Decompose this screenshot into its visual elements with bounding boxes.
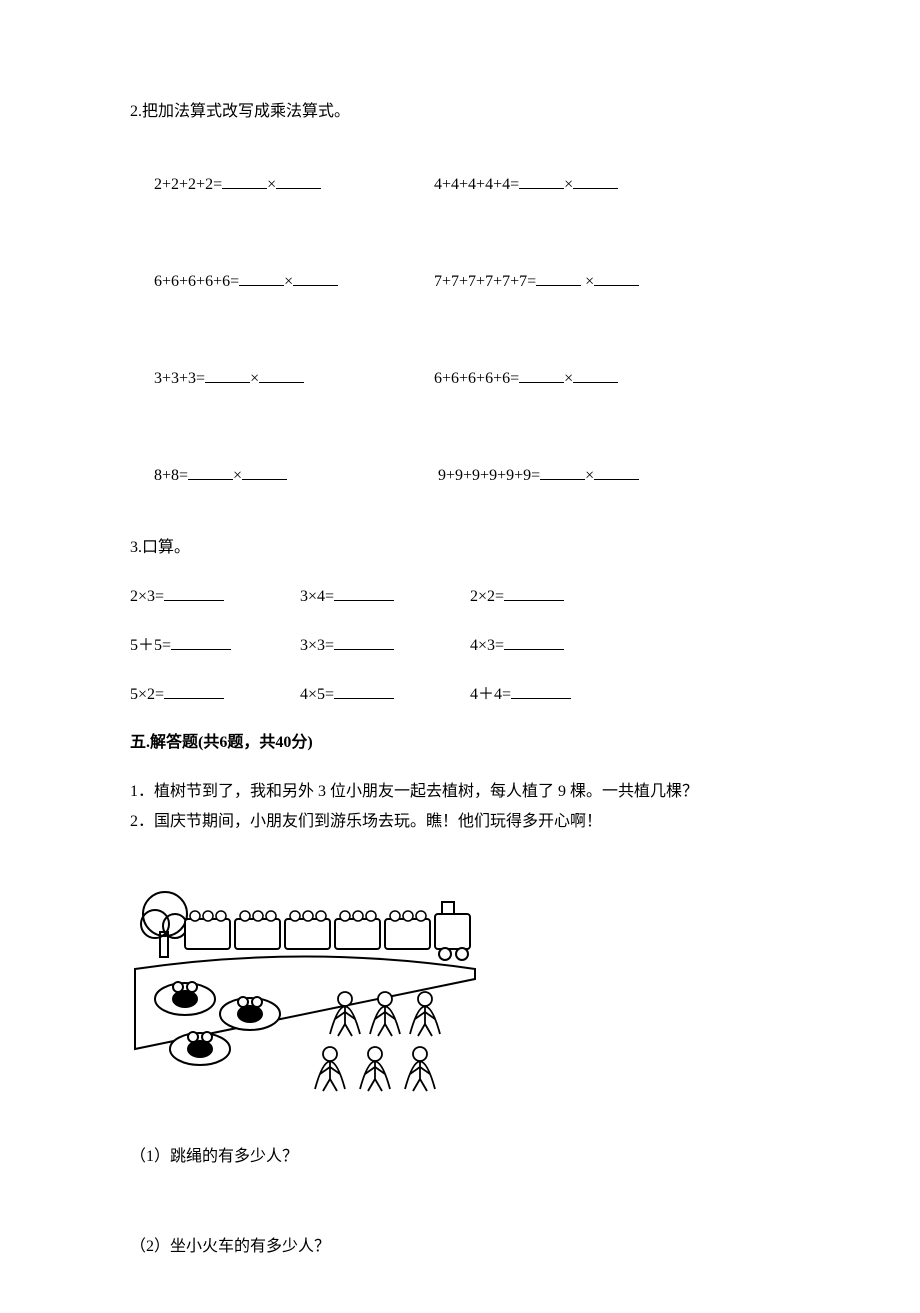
q3-cell: 5＋5= <box>130 633 300 658</box>
q2-row: 3+3+3= × 6+6+6+6+6= × <box>130 342 790 415</box>
q2-expr: 8+8= <box>154 467 188 484</box>
q2-expr: 4+4+4+4+4= <box>434 176 519 193</box>
q2-expr: 3+3+3= <box>154 370 205 387</box>
times-op: × <box>233 467 242 484</box>
q3-cell: 2×3= <box>130 584 300 609</box>
fill-blank[interactable] <box>536 269 581 286</box>
fill-blank[interactable] <box>259 366 304 383</box>
times-op: × <box>284 273 293 290</box>
q3-expr: 3×4= <box>300 588 334 605</box>
fill-blank[interactable] <box>594 463 639 480</box>
fill-blank[interactable] <box>504 584 564 601</box>
q2-title: 2.把加法算式改写成乘法算式。 <box>130 100 790 124</box>
times-op: × <box>250 370 259 387</box>
q2-left-cell: 2+2+2+2= × <box>130 148 410 221</box>
times-op: × <box>585 273 594 290</box>
q3-expr: 5＋5= <box>130 637 171 654</box>
fill-blank[interactable] <box>242 463 287 480</box>
q3-cell: 4×3= <box>470 633 640 658</box>
q3-cell: 3×3= <box>300 633 470 658</box>
q3-expr: 4＋4= <box>470 686 511 703</box>
fill-blank[interactable] <box>573 172 618 189</box>
fill-blank[interactable] <box>205 366 250 383</box>
section5-sub2: （2）坐小火车的有多少人？ <box>130 1234 790 1260</box>
q3-row: 2×3= 3×4= 2×2= <box>130 584 790 609</box>
answer-space[interactable] <box>130 1174 790 1234</box>
fill-blank[interactable] <box>511 682 571 699</box>
q3-expr: 5×2= <box>130 686 164 703</box>
times-op: × <box>564 176 573 193</box>
q2-expr: 9+9+9+9+9+9= <box>438 467 540 484</box>
q3-cell: 4×5= <box>300 682 470 707</box>
times-op: × <box>267 176 276 193</box>
fill-blank[interactable] <box>334 682 394 699</box>
q3-row: 5×2= 4×5= 4＋4= <box>130 682 790 707</box>
q2-expr: 7+7+7+7+7+7= <box>434 273 536 290</box>
times-op: × <box>564 370 573 387</box>
q3-cell: 2×2= <box>470 584 640 609</box>
q3-row: 5＋5= 3×3= 4×3= <box>130 633 790 658</box>
section5-sub1: （1）跳绳的有多少人？ <box>130 1144 790 1170</box>
q2-left-cell: 8+8= × <box>130 439 410 512</box>
q3-cell: 5×2= <box>130 682 300 707</box>
q2-left-cell: 3+3+3= × <box>130 342 410 415</box>
fill-blank[interactable] <box>594 269 639 286</box>
q3-expr: 2×2= <box>470 588 504 605</box>
times-op: × <box>585 467 594 484</box>
section5-heading: 五.解答题(共6题，共40分) <box>130 731 790 755</box>
fill-blank[interactable] <box>504 633 564 650</box>
q3-title: 3.口算。 <box>130 536 790 560</box>
q3-expr: 4×3= <box>470 637 504 654</box>
section5-p2: 2．国庆节期间，小朋友们到游乐场去玩。瞧！他们玩得多开心啊！ <box>130 809 790 835</box>
q2-row: 8+8= × 9+9+9+9+9+9= × <box>130 439 790 512</box>
fill-blank[interactable] <box>164 584 224 601</box>
q2-right-cell: 9+9+9+9+9+9= × <box>410 439 639 512</box>
q2-left-cell: 6+6+6+6+6= × <box>130 245 410 318</box>
q2-expr: 2+2+2+2= <box>154 176 222 193</box>
playground-svg <box>130 874 480 1094</box>
q3-cell: 4＋4= <box>470 682 640 707</box>
q2-right-cell: 6+6+6+6+6= × <box>410 342 618 415</box>
q2-right-cell: 4+4+4+4+4= × <box>410 148 618 221</box>
q3-expr: 2×3= <box>130 588 164 605</box>
q3-expr: 3×3= <box>300 637 334 654</box>
fill-blank[interactable] <box>239 269 284 286</box>
q2-expr: 6+6+6+6+6= <box>434 370 519 387</box>
page: 2.把加法算式改写成乘法算式。 2+2+2+2= × 4+4+4+4+4= × 6+… <box>0 0 920 1313</box>
fill-blank[interactable] <box>171 633 231 650</box>
fill-blank[interactable] <box>334 633 394 650</box>
fill-blank[interactable] <box>164 682 224 699</box>
q3-expr: 4×5= <box>300 686 334 703</box>
fill-blank[interactable] <box>276 172 321 189</box>
q2-right-cell: 7+7+7+7+7+7= × <box>410 245 639 318</box>
section5-p1: 1．植树节到了，我和另外 3 位小朋友一起去植树，每人植了 9 棵。一共植几棵？ <box>130 779 790 805</box>
q2-row: 6+6+6+6+6= × 7+7+7+7+7+7= × <box>130 245 790 318</box>
fill-blank[interactable] <box>573 366 618 383</box>
q2-row: 2+2+2+2= × 4+4+4+4+4= × <box>130 148 790 221</box>
q3-cell: 3×4= <box>300 584 470 609</box>
fill-blank[interactable] <box>540 463 585 480</box>
playground-illustration <box>130 874 480 1094</box>
q2-expr: 6+6+6+6+6= <box>154 273 239 290</box>
fill-blank[interactable] <box>519 172 564 189</box>
fill-blank[interactable] <box>519 366 564 383</box>
fill-blank[interactable] <box>188 463 233 480</box>
fill-blank[interactable] <box>293 269 338 286</box>
fill-blank[interactable] <box>222 172 267 189</box>
fill-blank[interactable] <box>334 584 394 601</box>
